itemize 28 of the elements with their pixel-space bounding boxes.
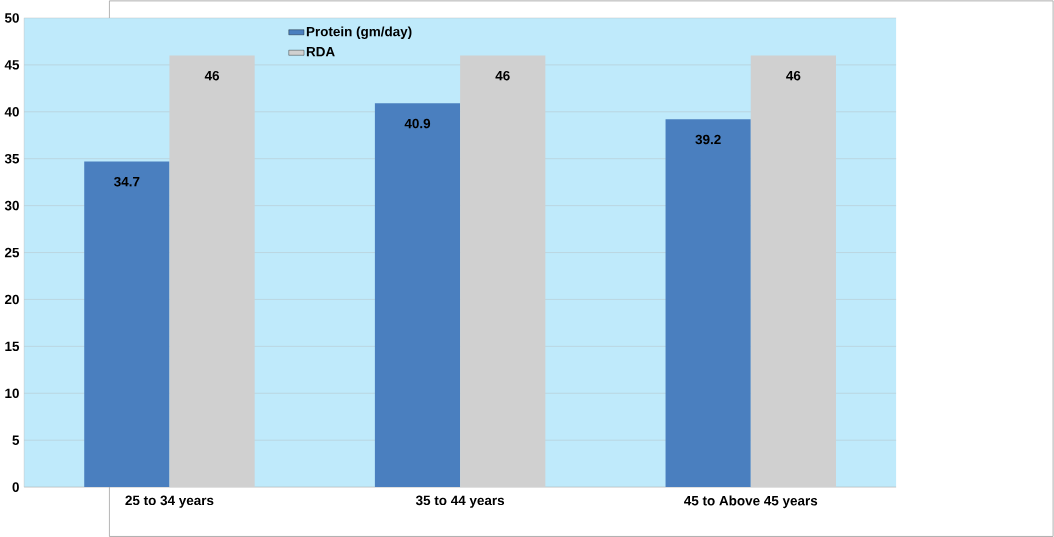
legend-label: RDA	[306, 46, 335, 57]
y-tick-label: 10	[5, 388, 19, 398]
y-tick-label: 45	[4, 60, 20, 70]
y-tick-label: 0	[12, 482, 19, 492]
data-label: 34.7	[114, 176, 140, 187]
bar	[460, 55, 546, 487]
data-label: 46	[495, 70, 510, 81]
bar	[84, 161, 170, 487]
x-tick-label: 35 to 44 years	[415, 495, 505, 508]
data-label: 46	[786, 70, 801, 81]
x-tick-label: 25 to 34 years	[125, 495, 214, 508]
y-tick-label: 5	[12, 435, 20, 445]
data-label: 40.9	[404, 118, 431, 129]
y-tick-label: 50	[4, 13, 19, 23]
y-tick-label: 35	[4, 153, 20, 164]
data-label: 46	[204, 70, 220, 81]
data-label: 39.2	[695, 134, 721, 145]
bar	[750, 55, 836, 487]
y-tick-label: 15	[5, 341, 20, 351]
y-tick-label: 25	[4, 247, 20, 258]
x-tick-label: 45 to Above 45 years	[684, 495, 818, 508]
bar	[169, 55, 255, 487]
y-tick-label: 30	[4, 200, 19, 211]
bar	[665, 119, 751, 487]
bar	[374, 103, 461, 487]
y-tick-label: 20	[4, 294, 19, 305]
legend-label: Protein (gm/day)	[306, 26, 412, 39]
y-tick-label: 40	[4, 106, 19, 117]
